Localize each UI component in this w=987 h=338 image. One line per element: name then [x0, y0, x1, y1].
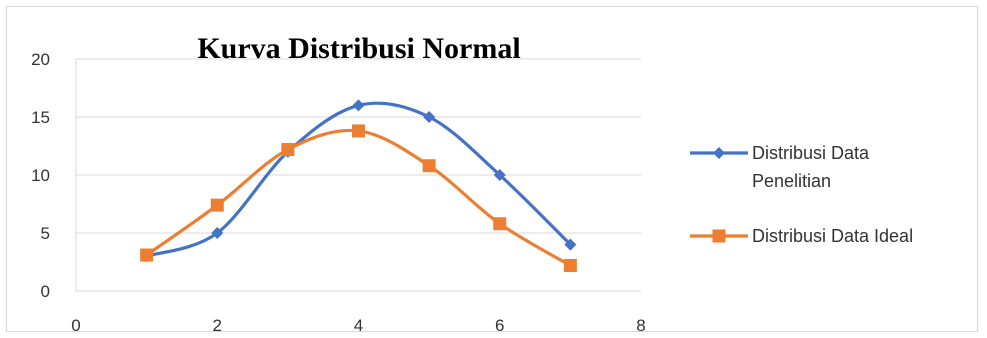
legend-swatch-marker-1 — [712, 229, 726, 243]
series-0-point-1 — [211, 227, 224, 239]
series-line-1 — [145, 128, 572, 267]
series-group — [140, 99, 577, 272]
series-1-point-0 — [140, 248, 154, 262]
series-1-point-2 — [281, 142, 295, 156]
y-tick-labels: 0 5 10 15 20 — [31, 50, 50, 301]
series-0-point-6 — [564, 238, 577, 251]
y-tick-label-1: 5 — [41, 224, 50, 243]
y-tick-label-3: 15 — [31, 108, 50, 127]
legend-label-0-line-0: Distribusi Data — [752, 143, 870, 163]
series-1-point-4 — [422, 159, 436, 173]
series-1-point-1 — [210, 198, 224, 212]
series-0 — [140, 99, 577, 263]
series-0-point-5 — [493, 169, 506, 181]
y-tick-label-0: 0 — [41, 282, 50, 301]
legend-item-1: Distribusi Data Ideal — [690, 226, 913, 246]
x-tick-labels: 0 2 4 6 8 — [71, 316, 645, 335]
legend-label-0-line-1: Penelitian — [752, 171, 831, 191]
x-tick-label-1: 2 — [213, 316, 222, 335]
y-tick-label-4: 20 — [31, 50, 50, 69]
chart-title: Kurva Distribusi Normal — [197, 32, 520, 65]
series-1-point-6 — [563, 258, 577, 272]
legend-label-1-line-0: Distribusi Data Ideal — [752, 226, 913, 246]
series-1-point-3 — [352, 124, 365, 138]
legend-swatch-marker-0 — [713, 147, 725, 159]
x-tick-label-0: 0 — [71, 316, 80, 335]
x-tick-label-4: 8 — [636, 316, 645, 335]
grid-lines — [76, 58, 641, 292]
series-0-point-3 — [352, 99, 365, 112]
legend-item-0: Distribusi Data Penelitian — [690, 143, 870, 191]
series-0-point-4 — [423, 111, 436, 123]
series-1 — [140, 124, 577, 272]
x-tick-label-2: 4 — [354, 316, 363, 335]
y-tick-label-2: 10 — [31, 166, 50, 185]
x-tick-label-3: 6 — [495, 316, 504, 335]
series-1-point-5 — [493, 217, 507, 231]
